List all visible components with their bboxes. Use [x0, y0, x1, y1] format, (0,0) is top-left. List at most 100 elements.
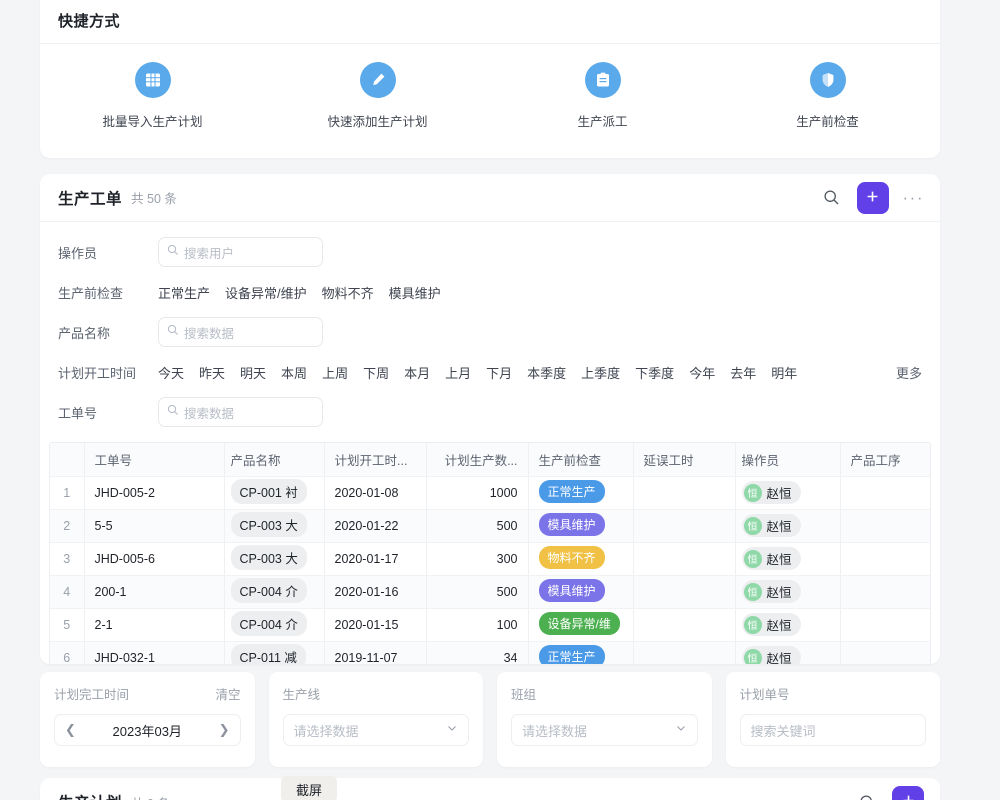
- cell-operator[interactable]: 恒赵恒: [735, 575, 841, 609]
- cell-product[interactable]: CP-011 减: [224, 641, 325, 664]
- col-precheck[interactable]: 生产前检查: [528, 443, 634, 477]
- col-start-date[interactable]: 计划开工时...: [324, 443, 427, 477]
- cell-delay-hours[interactable]: [633, 476, 736, 510]
- precheck-option-material[interactable]: 物料不齐: [321, 285, 374, 301]
- add-production-plan-button[interactable]: [892, 786, 924, 800]
- plan-number-input[interactable]: 搜索关键词: [739, 714, 926, 746]
- cell-wo-number[interactable]: JHD-005-2: [84, 476, 225, 510]
- cell-delay-hours[interactable]: [633, 542, 736, 576]
- cell-product[interactable]: CP-001 衬: [224, 476, 325, 510]
- start-option-last-week[interactable]: 上周: [322, 365, 349, 381]
- cell-operator[interactable]: 恒赵恒: [735, 608, 841, 642]
- cell-product[interactable]: CP-004 介: [224, 608, 325, 642]
- cell-product-process[interactable]: [840, 608, 930, 642]
- operator-search-input[interactable]: 搜索用户: [158, 237, 323, 267]
- col-wo-number[interactable]: 工单号: [84, 443, 225, 477]
- cell-start-date[interactable]: 2020-01-08: [324, 476, 427, 510]
- start-option-last-year[interactable]: 去年: [730, 365, 757, 381]
- shortcut-quick-add[interactable]: 快速添加生产计划: [265, 62, 490, 130]
- cell-plan-qty[interactable]: 1000: [426, 476, 529, 510]
- start-option-today[interactable]: 今天: [158, 365, 185, 381]
- month-picker[interactable]: ❮ 2023年03月 ❯: [54, 714, 241, 746]
- start-option-next-year[interactable]: 明年: [771, 365, 798, 381]
- clear-button[interactable]: 清空: [215, 688, 241, 702]
- cell-start-date[interactable]: 2019-11-07: [324, 641, 427, 664]
- cell-delay-hours[interactable]: [633, 575, 736, 609]
- cell-precheck[interactable]: 模具维护: [528, 575, 634, 609]
- start-option-yesterday[interactable]: 昨天: [199, 365, 226, 381]
- cell-product[interactable]: CP-003 大: [224, 542, 325, 576]
- cell-start-date[interactable]: 2020-01-22: [324, 509, 427, 543]
- search-icon[interactable]: [821, 187, 843, 209]
- team-select[interactable]: 请选择数据: [511, 714, 698, 746]
- cell-operator[interactable]: 恒赵恒: [735, 641, 841, 664]
- table-row[interactable]: 6 JHD-032-1 CP-011 减 2019-11-07 34 正常生产 恒赵恒: [50, 641, 930, 664]
- col-plan-qty[interactable]: 计划生产数...: [426, 443, 529, 477]
- add-workorder-button[interactable]: [856, 181, 889, 214]
- cell-operator[interactable]: 恒赵恒: [735, 476, 841, 510]
- cell-start-date[interactable]: 2020-01-17: [324, 542, 427, 576]
- table-row[interactable]: 2 5-5 CP-003 大 2020-01-22 500 模具维护 恒赵恒: [50, 509, 930, 543]
- table-row[interactable]: 5 2-1 CP-004 介 2020-01-15 100 设备异常/维 恒赵恒: [50, 608, 930, 642]
- production-line-select[interactable]: 请选择数据: [282, 714, 469, 746]
- col-product-process[interactable]: 产品工序: [840, 443, 930, 477]
- cell-plan-qty[interactable]: 500: [426, 575, 529, 609]
- cell-precheck[interactable]: 正常生产: [528, 476, 634, 510]
- cell-precheck[interactable]: 正常生产: [528, 641, 634, 664]
- more-filters-link[interactable]: 更多: [895, 365, 922, 381]
- cell-product-process[interactable]: [840, 509, 930, 543]
- cell-plan-qty[interactable]: 300: [426, 542, 529, 576]
- start-option-last-quarter[interactable]: 上季度: [581, 365, 621, 381]
- precheck-option-mold[interactable]: 模具维护: [388, 285, 441, 301]
- cell-product[interactable]: CP-003 大: [224, 509, 325, 543]
- cell-plan-qty[interactable]: 500: [426, 509, 529, 543]
- table-row[interactable]: 3 JHD-005-6 CP-003 大 2020-01-17 300 物料不齐 恒赵恒: [50, 542, 930, 576]
- table-row[interactable]: 1 JHD-005-2 CP-001 衬 2020-01-08 1000 正常生产 恒赵恒: [50, 476, 930, 510]
- cell-precheck[interactable]: 物料不齐: [528, 542, 634, 576]
- cell-start-date[interactable]: 2020-01-15: [324, 608, 427, 642]
- start-option-next-week[interactable]: 下周: [363, 365, 390, 381]
- chevron-right-icon[interactable]: ❯: [218, 722, 230, 737]
- table-row[interactable]: 4 200-1 CP-004 介 2020-01-16 500 模具维护 恒赵恒: [50, 575, 930, 609]
- precheck-option-equipment[interactable]: 设备异常/维护: [225, 285, 307, 301]
- cell-delay-hours[interactable]: [633, 509, 736, 543]
- start-option-this-week[interactable]: 本周: [281, 365, 308, 381]
- start-option-tomorrow[interactable]: 明天: [240, 365, 267, 381]
- cell-wo-number[interactable]: JHD-005-6: [84, 542, 225, 576]
- shortcut-precheck[interactable]: 生产前检查: [715, 62, 940, 130]
- cell-product-process[interactable]: [840, 641, 930, 664]
- cell-precheck[interactable]: 模具维护: [528, 509, 634, 543]
- cell-plan-qty[interactable]: 34: [426, 641, 529, 664]
- start-option-this-quarter[interactable]: 本季度: [527, 365, 567, 381]
- chevron-left-icon[interactable]: ❮: [65, 722, 76, 737]
- cell-operator[interactable]: 恒赵恒: [735, 542, 841, 576]
- start-option-next-month[interactable]: 下月: [486, 365, 513, 381]
- cell-delay-hours[interactable]: [633, 641, 736, 664]
- cell-wo-number[interactable]: JHD-032-1: [84, 641, 225, 664]
- search-icon[interactable]: [856, 791, 878, 800]
- start-option-this-year[interactable]: 今年: [689, 365, 716, 381]
- cell-product-process[interactable]: [840, 476, 930, 510]
- cell-product-process[interactable]: [840, 575, 930, 609]
- cell-precheck[interactable]: 设备异常/维: [528, 608, 634, 642]
- product-search-input[interactable]: 搜索数据: [158, 317, 323, 347]
- shortcut-dispatch[interactable]: 生产派工: [490, 62, 715, 130]
- cell-delay-hours[interactable]: [633, 608, 736, 642]
- precheck-option-normal[interactable]: 正常生产: [158, 285, 211, 301]
- cell-start-date[interactable]: 2020-01-16: [324, 575, 427, 609]
- cell-operator[interactable]: 恒赵恒: [735, 509, 841, 543]
- cell-plan-qty[interactable]: 100: [426, 608, 529, 642]
- start-option-last-month[interactable]: 上月: [445, 365, 472, 381]
- cell-product-process[interactable]: [840, 542, 930, 576]
- cell-wo-number[interactable]: 5-5: [84, 509, 225, 543]
- col-product[interactable]: 产品名称: [224, 443, 325, 477]
- start-option-this-month[interactable]: 本月: [404, 365, 431, 381]
- cell-wo-number[interactable]: 2-1: [84, 608, 225, 642]
- cell-wo-number[interactable]: 200-1: [84, 575, 225, 609]
- workorder-table-wrapper[interactable]: 工单号 产品名称 计划开工时... 计划生产数... 生产前检查 延误工时 操作…: [49, 442, 931, 664]
- wo-number-search-input[interactable]: 搜索数据: [158, 397, 323, 427]
- col-operator[interactable]: 操作员: [735, 443, 841, 477]
- start-option-next-quarter[interactable]: 下季度: [635, 365, 675, 381]
- shortcut-batch-import[interactable]: 批量导入生产计划: [40, 62, 265, 130]
- cell-product[interactable]: CP-004 介: [224, 575, 325, 609]
